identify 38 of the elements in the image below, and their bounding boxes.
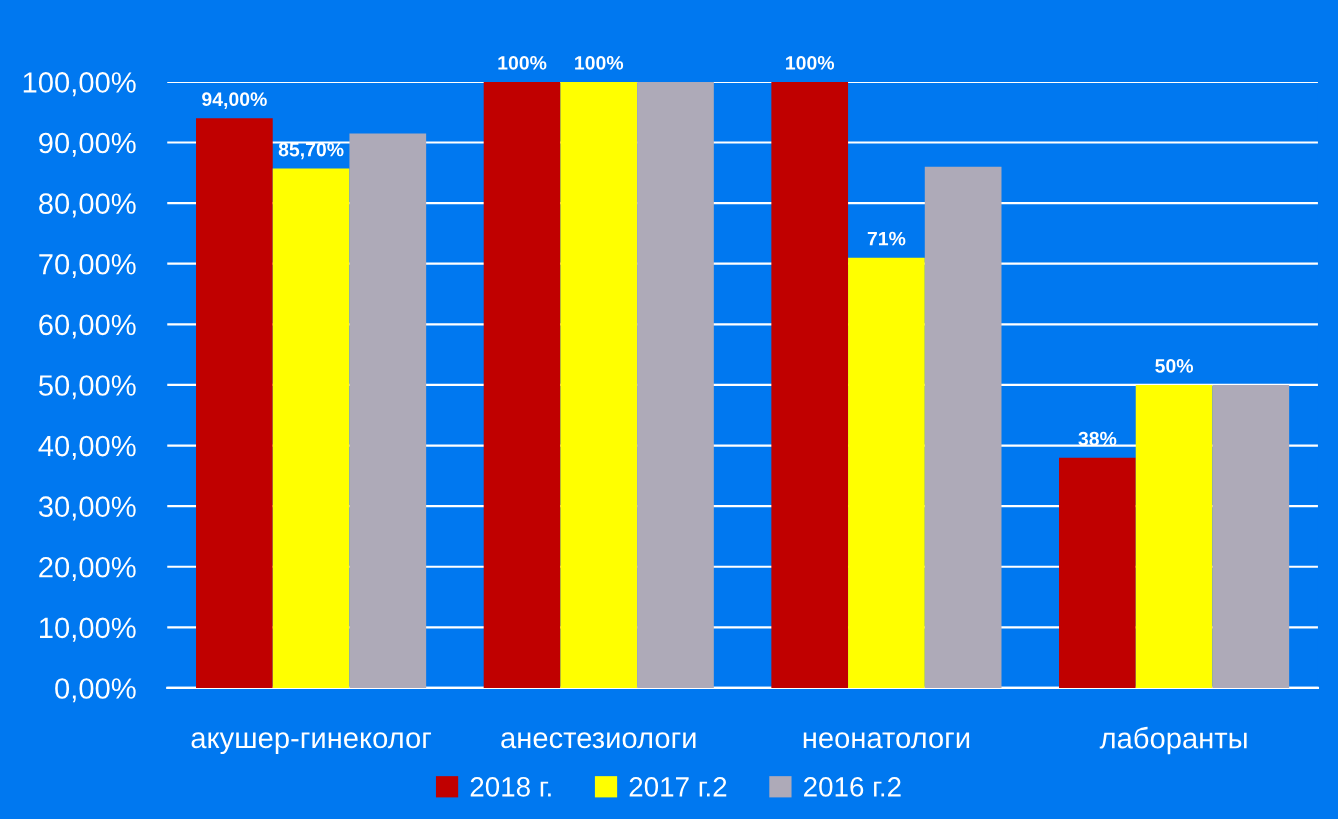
data-label: 85,70% (278, 142, 344, 160)
x-tick-label: акушер-гинеколог (191, 732, 432, 755)
bar (349, 133, 427, 688)
y-tick-label: 100,00% (23, 72, 136, 97)
y-tick-label: 0,00% (55, 678, 136, 703)
bar (272, 168, 350, 688)
y-tick-label: 70,00% (39, 253, 136, 279)
y-tick-label: 50,00% (38, 375, 136, 400)
y-tick-label: 40,00% (38, 435, 136, 460)
data-label: 71% (867, 231, 906, 246)
x-tick-label: неонатологи (803, 732, 970, 749)
data-label: 100% (786, 55, 835, 70)
data-label: 100% (498, 55, 547, 70)
legend-label: 2016 г.2 (804, 777, 901, 797)
legend-label: 2018 г. (470, 777, 551, 797)
y-tick-label: 80,00% (39, 193, 136, 218)
bar (924, 166, 1002, 688)
bar (196, 118, 273, 688)
bar (483, 81, 561, 688)
legend-label: 2017 г.2 (629, 777, 727, 797)
bar (1059, 457, 1136, 688)
data-label: 100% (575, 55, 624, 70)
y-tick-label: 90,00% (39, 132, 136, 157)
bar (848, 257, 925, 688)
x-tick-label: анестезиологи (501, 732, 696, 749)
bar (637, 81, 714, 688)
bar (1135, 384, 1213, 688)
y-tick-label: 20,00% (39, 556, 136, 582)
y-tick-label: 60,00% (39, 314, 136, 339)
y-tick-label: 30,00% (38, 496, 136, 521)
x-tick-label: лаборанты (1099, 726, 1247, 755)
data-label: 50% (1155, 358, 1194, 373)
data-label: 38% (1078, 431, 1117, 446)
bar (1212, 384, 1290, 688)
bar (771, 81, 849, 688)
bar (560, 81, 638, 688)
data-label: 94,00% (202, 92, 267, 109)
y-tick-label: 10,00% (40, 617, 136, 642)
